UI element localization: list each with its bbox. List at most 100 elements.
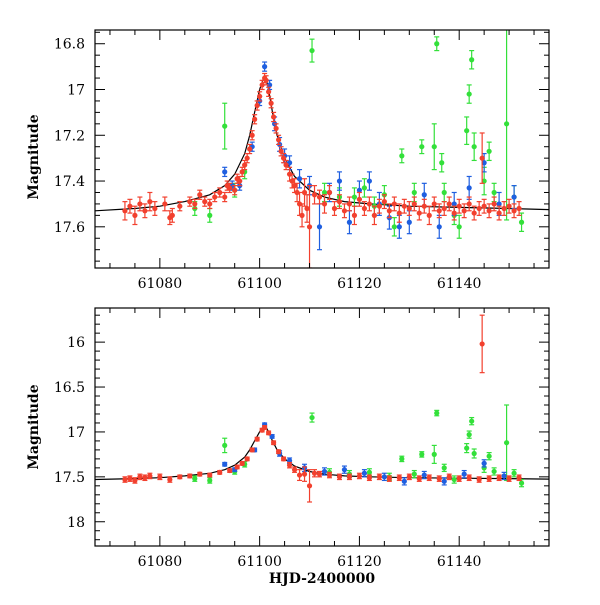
top-green-marker [466, 91, 472, 97]
bottom-y-tick-label: 16 [67, 335, 85, 351]
top-red-marker [137, 201, 143, 207]
top-green-data-point [309, 38, 315, 63]
top-red-data-point [232, 185, 238, 196]
top-x-tick-label: 61120 [337, 276, 382, 292]
bottom-red-marker [137, 474, 143, 480]
bottom-red-data-point [147, 472, 153, 480]
bottom-red-marker [239, 460, 245, 466]
top-red-data-point [496, 205, 502, 221]
bottom-y-axis: 16 16.5 17 17.5 18 [54, 314, 549, 541]
top-blue-data-point [346, 210, 353, 235]
top-red-marker [306, 224, 313, 230]
top-red-data-point [481, 198, 487, 214]
bottom-red-marker [479, 341, 485, 347]
top-x-tick-label: 61100 [237, 276, 282, 292]
bottom-blue-marker [341, 467, 348, 473]
top-green-marker [361, 185, 368, 191]
top-red-marker [301, 189, 308, 196]
bottom-x-tick-label: 61080 [138, 554, 183, 570]
top-red-marker [273, 125, 279, 132]
bottom-green-data-point [192, 475, 198, 482]
bottom-green-marker [441, 465, 447, 471]
top-green-marker [399, 153, 405, 159]
top-red-data-point [266, 86, 272, 97]
top-blue-data-point [316, 203, 323, 251]
top-blue-marker [396, 224, 402, 230]
top-green-marker [222, 123, 228, 129]
top-blue-marker [451, 201, 457, 207]
top-red-marker [202, 199, 208, 205]
top-x-tick-label: 61080 [138, 276, 183, 292]
bottom-green-marker [207, 477, 213, 484]
bottom-blue-marker [501, 473, 507, 479]
top-green-marker [518, 219, 525, 225]
bottom-red-marker [262, 424, 268, 431]
top-red-data-point [169, 207, 175, 223]
bottom-red-data-point [167, 476, 173, 483]
bottom-green-marker [451, 476, 457, 483]
bottom-y-axis-title: Magnitude [26, 384, 42, 469]
top-red-data-point [401, 198, 407, 214]
top-green-marker [207, 212, 213, 218]
top-red-marker [451, 210, 457, 216]
bottom-green-data-point [464, 443, 470, 454]
bottom-red-marker [316, 471, 323, 477]
bottom-green-data-point [466, 430, 472, 439]
top-red-marker [152, 205, 158, 212]
bottom-red-data-point [142, 474, 148, 482]
top-series-red [122, 72, 522, 268]
top-blue-marker [481, 160, 487, 166]
top-green-marker [441, 189, 447, 196]
top-red-data-point [411, 196, 417, 212]
bottom-red-marker [296, 472, 303, 478]
bottom-red-marker [366, 475, 372, 481]
top-y-tick-label: 17.4 [54, 174, 85, 190]
top-red-marker [271, 114, 277, 120]
top-blue-marker [222, 169, 228, 175]
top-red-marker [237, 178, 243, 184]
top-red-marker [456, 203, 462, 209]
top-red-data-point [299, 203, 305, 228]
top-red-marker [263, 77, 269, 83]
top-red-data-point [461, 203, 467, 219]
top-red-data-point [516, 201, 522, 216]
bottom-red-data-point [311, 469, 318, 478]
top-blue-data-point [336, 171, 343, 191]
top-red-marker [326, 189, 333, 196]
bottom-red-marker [122, 476, 128, 483]
bottom-blue-data-point [222, 461, 228, 467]
bottom-red-marker [266, 430, 272, 436]
top-red-data-point [436, 203, 442, 219]
top-red-data-point [242, 159, 248, 171]
bottom-green-marker [491, 468, 497, 475]
top-red-marker [275, 137, 282, 143]
top-red-data-point [147, 191, 153, 212]
bottom-red-data-point [177, 474, 183, 480]
top-red-data-point [331, 201, 338, 216]
top-blue-data-point [296, 168, 303, 189]
top-red-marker [278, 148, 284, 154]
top-red-data-point [386, 203, 392, 219]
bottom-green-marker [518, 480, 525, 486]
top-red-marker [289, 178, 295, 184]
top-red-marker [401, 203, 407, 209]
top-red-data-point [326, 185, 333, 200]
top-red-data-point [491, 196, 497, 212]
top-red-data-point [137, 196, 143, 212]
bottom-green-marker [431, 451, 437, 457]
top-blue-marker [346, 219, 353, 225]
top-red-data-point [244, 152, 250, 164]
top-red-data-point [406, 201, 412, 216]
top-red-marker [446, 201, 452, 207]
bottom-series-green [192, 404, 525, 488]
bottom-green-marker [192, 476, 198, 482]
bottom-red-marker [496, 475, 502, 481]
bottom-blue-data-point [461, 469, 467, 479]
top-red-data-point [341, 203, 348, 219]
top-red-marker [356, 196, 363, 202]
bottom-red-data-point [436, 475, 442, 482]
top-red-marker [371, 212, 377, 218]
top-blue-marker [436, 224, 442, 230]
top-blue-marker [366, 178, 372, 184]
bottom-red-data-point [496, 474, 502, 482]
